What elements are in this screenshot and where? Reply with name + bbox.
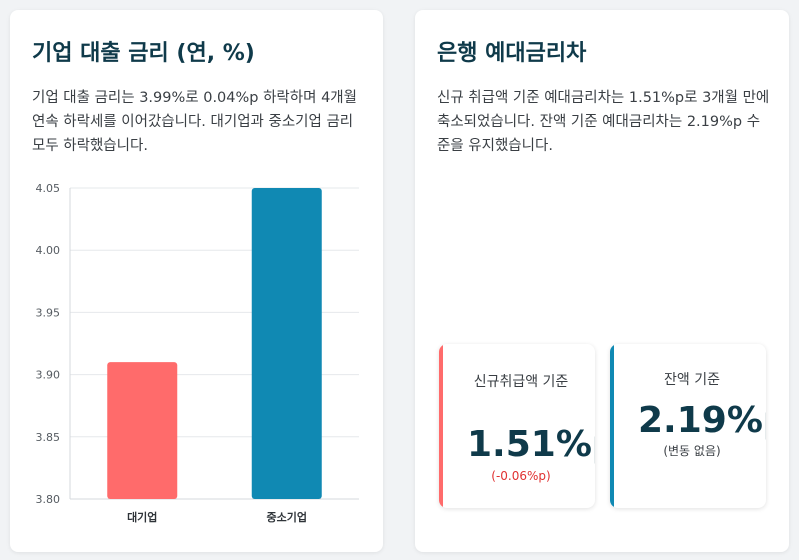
card-description: 신규 취급액 기준 예대금리차는 1.51%p로 3개월 만에 축소되었습니다.… <box>437 90 770 154</box>
stat-label: 잔액 기준 <box>664 372 720 388</box>
stat-change: (변동 없음) <box>663 444 721 458</box>
stat-label: 신규취급액 기준 <box>473 374 569 390</box>
stat-value: 1.51%p <box>467 424 595 465</box>
card-description: 기업 대출 금리는 3.99%로 0.04%p 하락하며 4개월 연속 하락세를… <box>32 90 357 154</box>
corporate-loan-rate-chart: 3.80 3.85 3.90 3.95 4.00 4.05 대기업 중소기업 <box>36 182 359 524</box>
stat-accent-bar <box>439 344 443 508</box>
y-tick-label: 3.95 <box>36 306 61 319</box>
x-tick-label: 대기업 <box>127 510 157 524</box>
y-tick-label: 3.90 <box>36 369 61 382</box>
x-tick-label: 중소기업 <box>267 510 307 524</box>
y-tick-label: 4.00 <box>36 244 61 257</box>
bar-sme <box>251 188 322 499</box>
y-tick-label: 3.80 <box>36 493 61 506</box>
new-transaction-spread-stat: 신규취급액 기준 1.51%p (-0.06%p) <box>439 344 595 508</box>
loan-deposit-spread-card: 은행 예대금리차 신규 취급액 기준 예대금리차는 1.51%p로 3개월 만에… <box>415 10 789 552</box>
stat-value: 2.19%p <box>638 400 766 441</box>
bar-large-corp <box>107 362 178 499</box>
y-tick-label: 3.85 <box>36 431 61 444</box>
y-tick-label: 4.05 <box>36 182 61 195</box>
stat-accent-bar <box>610 344 614 508</box>
card-title: 은행 예대금리차 <box>437 41 587 66</box>
balance-spread-stat: 잔액 기준 2.19%p (변동 없음) <box>610 344 766 508</box>
card-title: 기업 대출 금리 (연, %) <box>32 41 255 66</box>
corporate-loan-rate-card: 기업 대출 금리 (연, %) 기업 대출 금리는 3.99%로 0.04%p … <box>10 10 383 552</box>
stat-change: (-0.06%p) <box>491 469 551 483</box>
